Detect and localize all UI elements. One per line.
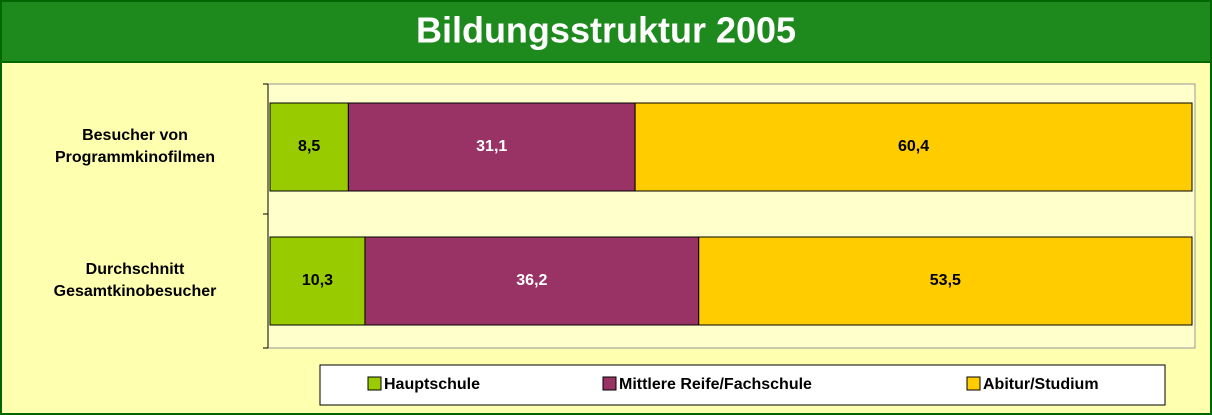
legend-label: Hauptschule bbox=[384, 376, 480, 393]
data-label: 60,4 bbox=[898, 138, 929, 155]
bar-segment bbox=[698, 236, 1193, 326]
data-label: 10,3 bbox=[302, 272, 333, 289]
data-label: 8,5 bbox=[298, 138, 320, 155]
legend-swatch bbox=[966, 376, 981, 391]
legend-label: Mittlere Reife/Fachschule bbox=[619, 376, 812, 393]
bar-segment bbox=[347, 102, 636, 192]
chart-title: Bildungsstruktur 2005 bbox=[416, 10, 796, 51]
bar-segment bbox=[269, 102, 349, 192]
category-label: Durchschnitt Gesamtkinobesucher bbox=[53, 261, 217, 300]
category-label: Besucher von Programmkinofilmen bbox=[54, 127, 216, 166]
header bbox=[0, 0, 1212, 63]
data-label: 31,1 bbox=[476, 138, 507, 155]
data-label: 36,2 bbox=[516, 272, 547, 289]
legend-swatch bbox=[602, 376, 617, 391]
legend-box bbox=[319, 364, 1166, 406]
bar-segment bbox=[364, 236, 700, 326]
legend-label: Abitur/Studium bbox=[983, 376, 1099, 393]
data-label: 53,5 bbox=[930, 272, 961, 289]
bar-segment bbox=[634, 102, 1193, 192]
legend-swatch bbox=[367, 376, 382, 391]
